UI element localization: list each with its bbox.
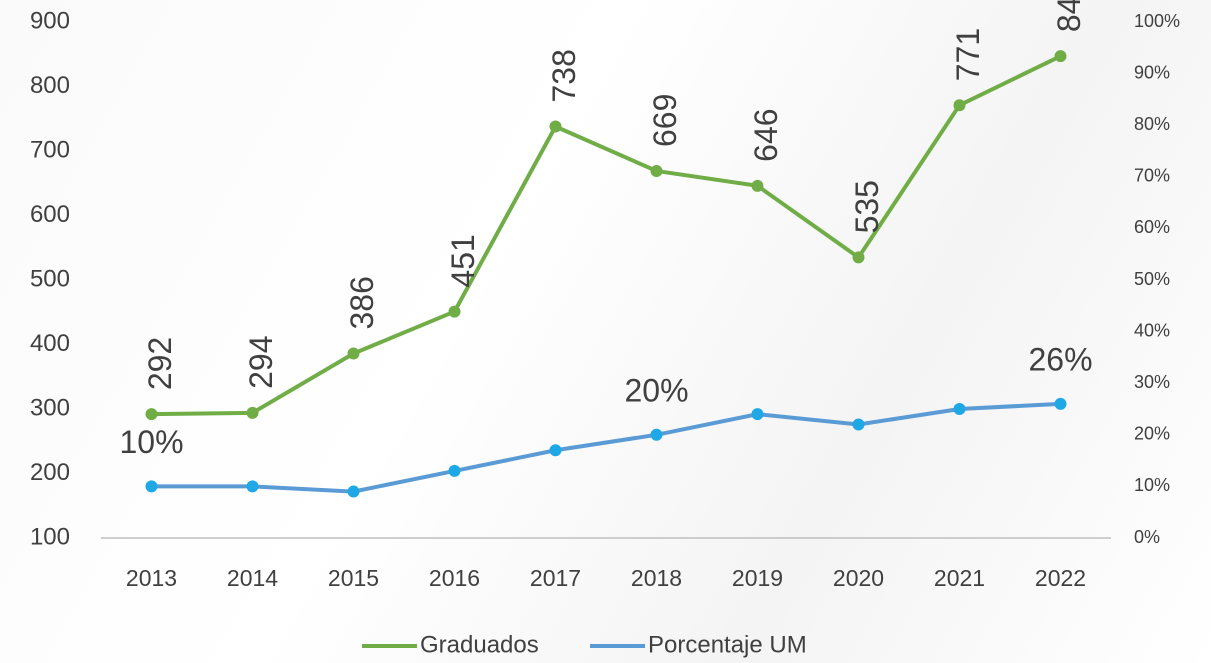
point: [650, 428, 663, 441]
value-label: 20%: [624, 372, 688, 408]
y-tick-label: 900: [30, 7, 70, 34]
point: [145, 408, 158, 421]
y-tick-label: 200: [30, 459, 70, 486]
point: [145, 480, 158, 493]
point: [549, 120, 562, 133]
y2-tick-label: 90%: [1134, 62, 1170, 82]
value-label: 535: [849, 180, 885, 233]
series-line: [151, 401, 1061, 494]
x-tick-label: 2021: [934, 565, 985, 591]
value-label: 847: [1051, 0, 1087, 32]
point: [751, 408, 764, 421]
legend-label: Graduados: [420, 631, 539, 658]
value-label: 26%: [1028, 341, 1092, 377]
point: [751, 179, 764, 192]
y2-tick-label: 30%: [1134, 372, 1170, 392]
point: [953, 403, 966, 415]
value-label: 386: [344, 276, 380, 329]
point: [549, 444, 562, 457]
x-tick-label: 2014: [227, 565, 278, 591]
x-tick-label: 2022: [1035, 565, 1086, 591]
series-line: [151, 54, 1062, 417]
x-tick-label: 2020: [833, 565, 884, 591]
point: [650, 164, 663, 177]
legend-label: Porcentaje UM: [648, 631, 807, 658]
point: [448, 305, 461, 318]
point: [347, 347, 360, 360]
y-tick-label: 300: [30, 394, 70, 421]
x-tick-label: 2017: [530, 565, 581, 591]
y2-tick-label: 80%: [1134, 114, 1170, 134]
point: [347, 485, 360, 498]
y2-tick-label: 100%: [1134, 11, 1180, 31]
value-label: 669: [647, 94, 683, 147]
point: [852, 418, 865, 431]
point: [448, 464, 461, 477]
value-label: 771: [950, 28, 986, 81]
y-tick-label: 100: [30, 523, 70, 550]
point: [246, 480, 259, 493]
value-label: 738: [546, 49, 582, 102]
y2-tick-label: 10%: [1134, 475, 1170, 495]
x-tick-label: 2016: [429, 565, 480, 591]
y-tick-label: 400: [30, 330, 70, 357]
value-label: 10%: [119, 424, 183, 460]
point: [1054, 50, 1067, 63]
y-tick-label: 700: [30, 136, 70, 163]
y2-tick-label: 70%: [1134, 166, 1170, 186]
point: [953, 99, 966, 112]
y2-tick-label: 50%: [1134, 269, 1170, 289]
y-tick-label: 800: [30, 72, 70, 99]
value-label: 451: [445, 234, 481, 287]
point: [246, 406, 259, 419]
x-tick-label: 2013: [126, 565, 177, 591]
point: [852, 251, 865, 264]
point: [1054, 397, 1067, 410]
value-label: 294: [243, 335, 279, 388]
y-tick-label: 600: [30, 201, 70, 228]
y2-tick-label: 20%: [1134, 424, 1170, 444]
y2-tick-label: 40%: [1134, 320, 1170, 340]
x-tick-label: 2018: [631, 565, 682, 591]
y2-tick-label: 60%: [1134, 217, 1170, 237]
value-label: 646: [748, 108, 784, 161]
y-tick-label: 500: [30, 265, 70, 292]
value-label: 292: [142, 337, 178, 390]
x-tick-label: 2015: [328, 565, 379, 591]
x-tick-label: 2019: [732, 565, 783, 591]
y2-tick-label: 0%: [1134, 527, 1160, 547]
